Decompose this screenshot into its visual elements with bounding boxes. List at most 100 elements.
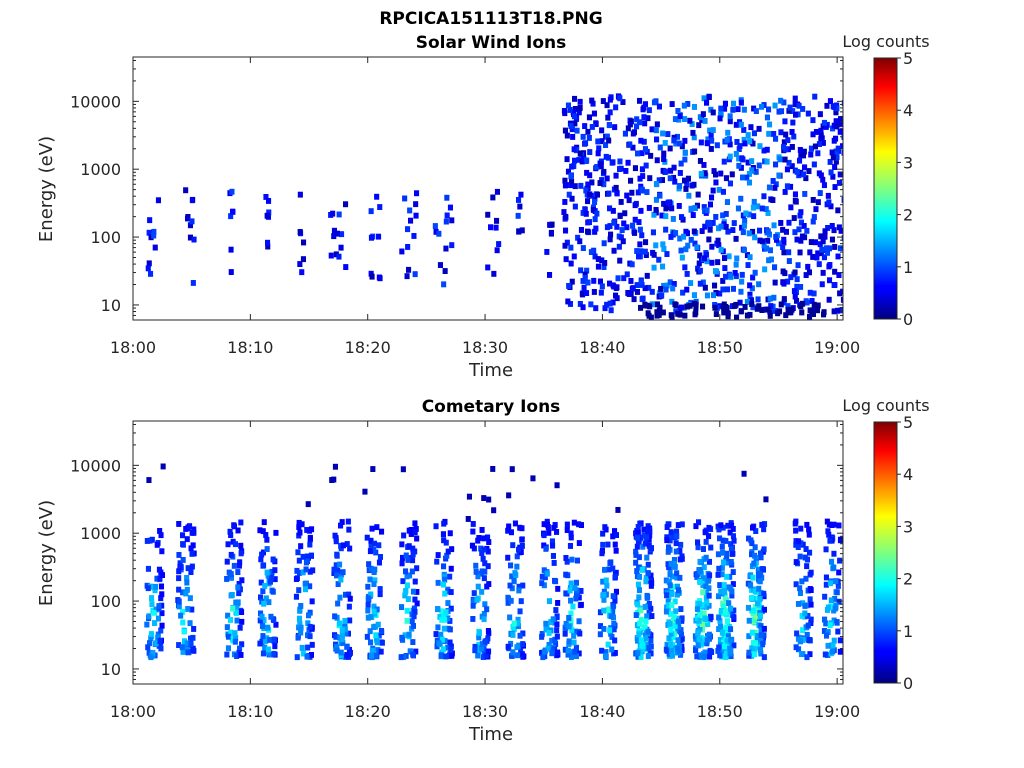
heatmap-cell [597,631,603,638]
heatmap-cell [261,600,267,607]
heatmap-cell [770,178,776,184]
heatmap-cell [181,628,187,635]
heatmap-cell [517,203,523,210]
heatmap-cell [741,106,747,113]
heatmap-cell [145,265,151,272]
heatmap-cell [825,528,831,535]
heatmap-cell [600,530,606,537]
heatmap-cell [368,614,374,620]
heatmap-cell [792,95,798,102]
heatmap-cell [476,641,482,648]
heatmap-cell [339,632,345,639]
heatmap-cell [159,572,165,578]
heatmap-cell [567,107,573,113]
heatmap-cell [744,174,750,181]
heatmap-cell [727,180,733,187]
heatmap-cell [699,621,705,627]
heatmap-cell [832,164,838,170]
heatmap-cell [674,574,680,581]
heatmap-cell [719,629,725,636]
heatmap-cell [833,154,839,161]
heatmap-cell [625,290,631,296]
heatmap-cell [506,523,512,530]
heatmap-cell [225,541,231,548]
heatmap-cell [772,184,778,191]
heatmap-cell [740,229,746,236]
heatmap-cell [689,121,695,127]
heatmap-cell [678,636,684,643]
heatmap-cell [803,272,809,278]
heatmap-cell [564,132,570,139]
heatmap-cell [692,240,698,247]
heatmap-cell [635,150,641,157]
heatmap-cell [548,230,554,237]
heatmap-cell [829,236,835,243]
heatmap-cell [586,219,592,225]
heatmap-cell [599,138,605,145]
heatmap-cell [827,277,833,284]
heatmap-cell [544,521,550,528]
heatmap-cell [346,526,352,533]
heatmap-cell [191,647,197,654]
heatmap-cell [595,256,601,262]
heatmap-cell [298,543,304,550]
heatmap-cell [823,124,829,130]
heatmap-cell [751,213,757,220]
heatmap-cell [723,211,729,217]
heatmap-cell [447,626,453,633]
heatmap-cell [376,233,382,240]
heatmap-cell [717,290,723,297]
heatmap-cell [441,625,447,632]
heatmap-cell [724,286,730,293]
heatmap-cell [647,525,653,532]
heatmap-cell [830,173,836,180]
heatmap-cell [766,130,772,137]
heatmap-cell [627,141,633,148]
heatmap-cell [718,246,724,253]
colorbar-tick-label: 1 [903,258,913,277]
heatmap-cell [178,564,184,570]
heatmap-cell [148,631,154,637]
heatmap-cell [375,621,381,628]
heatmap-cell [840,296,843,303]
heatmap-cell [677,170,683,176]
heatmap-cell [760,238,766,245]
heatmap-cell [734,139,740,145]
heatmap-cell [816,170,822,177]
heatmap-cell [180,532,186,539]
heatmap-cell [725,228,731,235]
heatmap-cell [554,627,560,634]
heatmap-cell [729,522,735,529]
heatmap-cell [744,312,750,319]
heatmap-cell [364,534,370,541]
heatmap-cell [469,542,475,549]
heatmap-cell [759,205,765,212]
heatmap-cell [702,603,708,610]
heatmap-cell [299,644,305,651]
heatmap-cell [673,608,679,615]
heatmap-cell [625,125,631,132]
heatmap-cell [576,521,582,528]
heatmap-cell [520,582,526,589]
heatmap-cell [185,215,191,222]
heatmap-cell [338,649,344,656]
heatmap-cell [820,238,826,245]
heatmap-cell [689,182,695,189]
heatmap-cell [758,647,764,653]
heatmap-cell [599,257,605,264]
heatmap-cell [751,617,757,623]
heatmap-cell [723,175,729,182]
heatmap-cell [750,524,756,531]
heatmap-cell [608,307,614,314]
heatmap-cell [263,194,269,200]
heatmap-cell [257,527,263,534]
heatmap-cell [738,195,744,202]
heatmap-cell [751,198,757,205]
heatmap-cell [371,569,377,575]
heatmap-cell [413,201,419,208]
heatmap-cell [725,633,731,640]
heatmap-cell [272,576,278,583]
heatmap-cell [184,586,190,593]
heatmap-cell [613,184,619,191]
heatmap-cell [264,536,270,543]
